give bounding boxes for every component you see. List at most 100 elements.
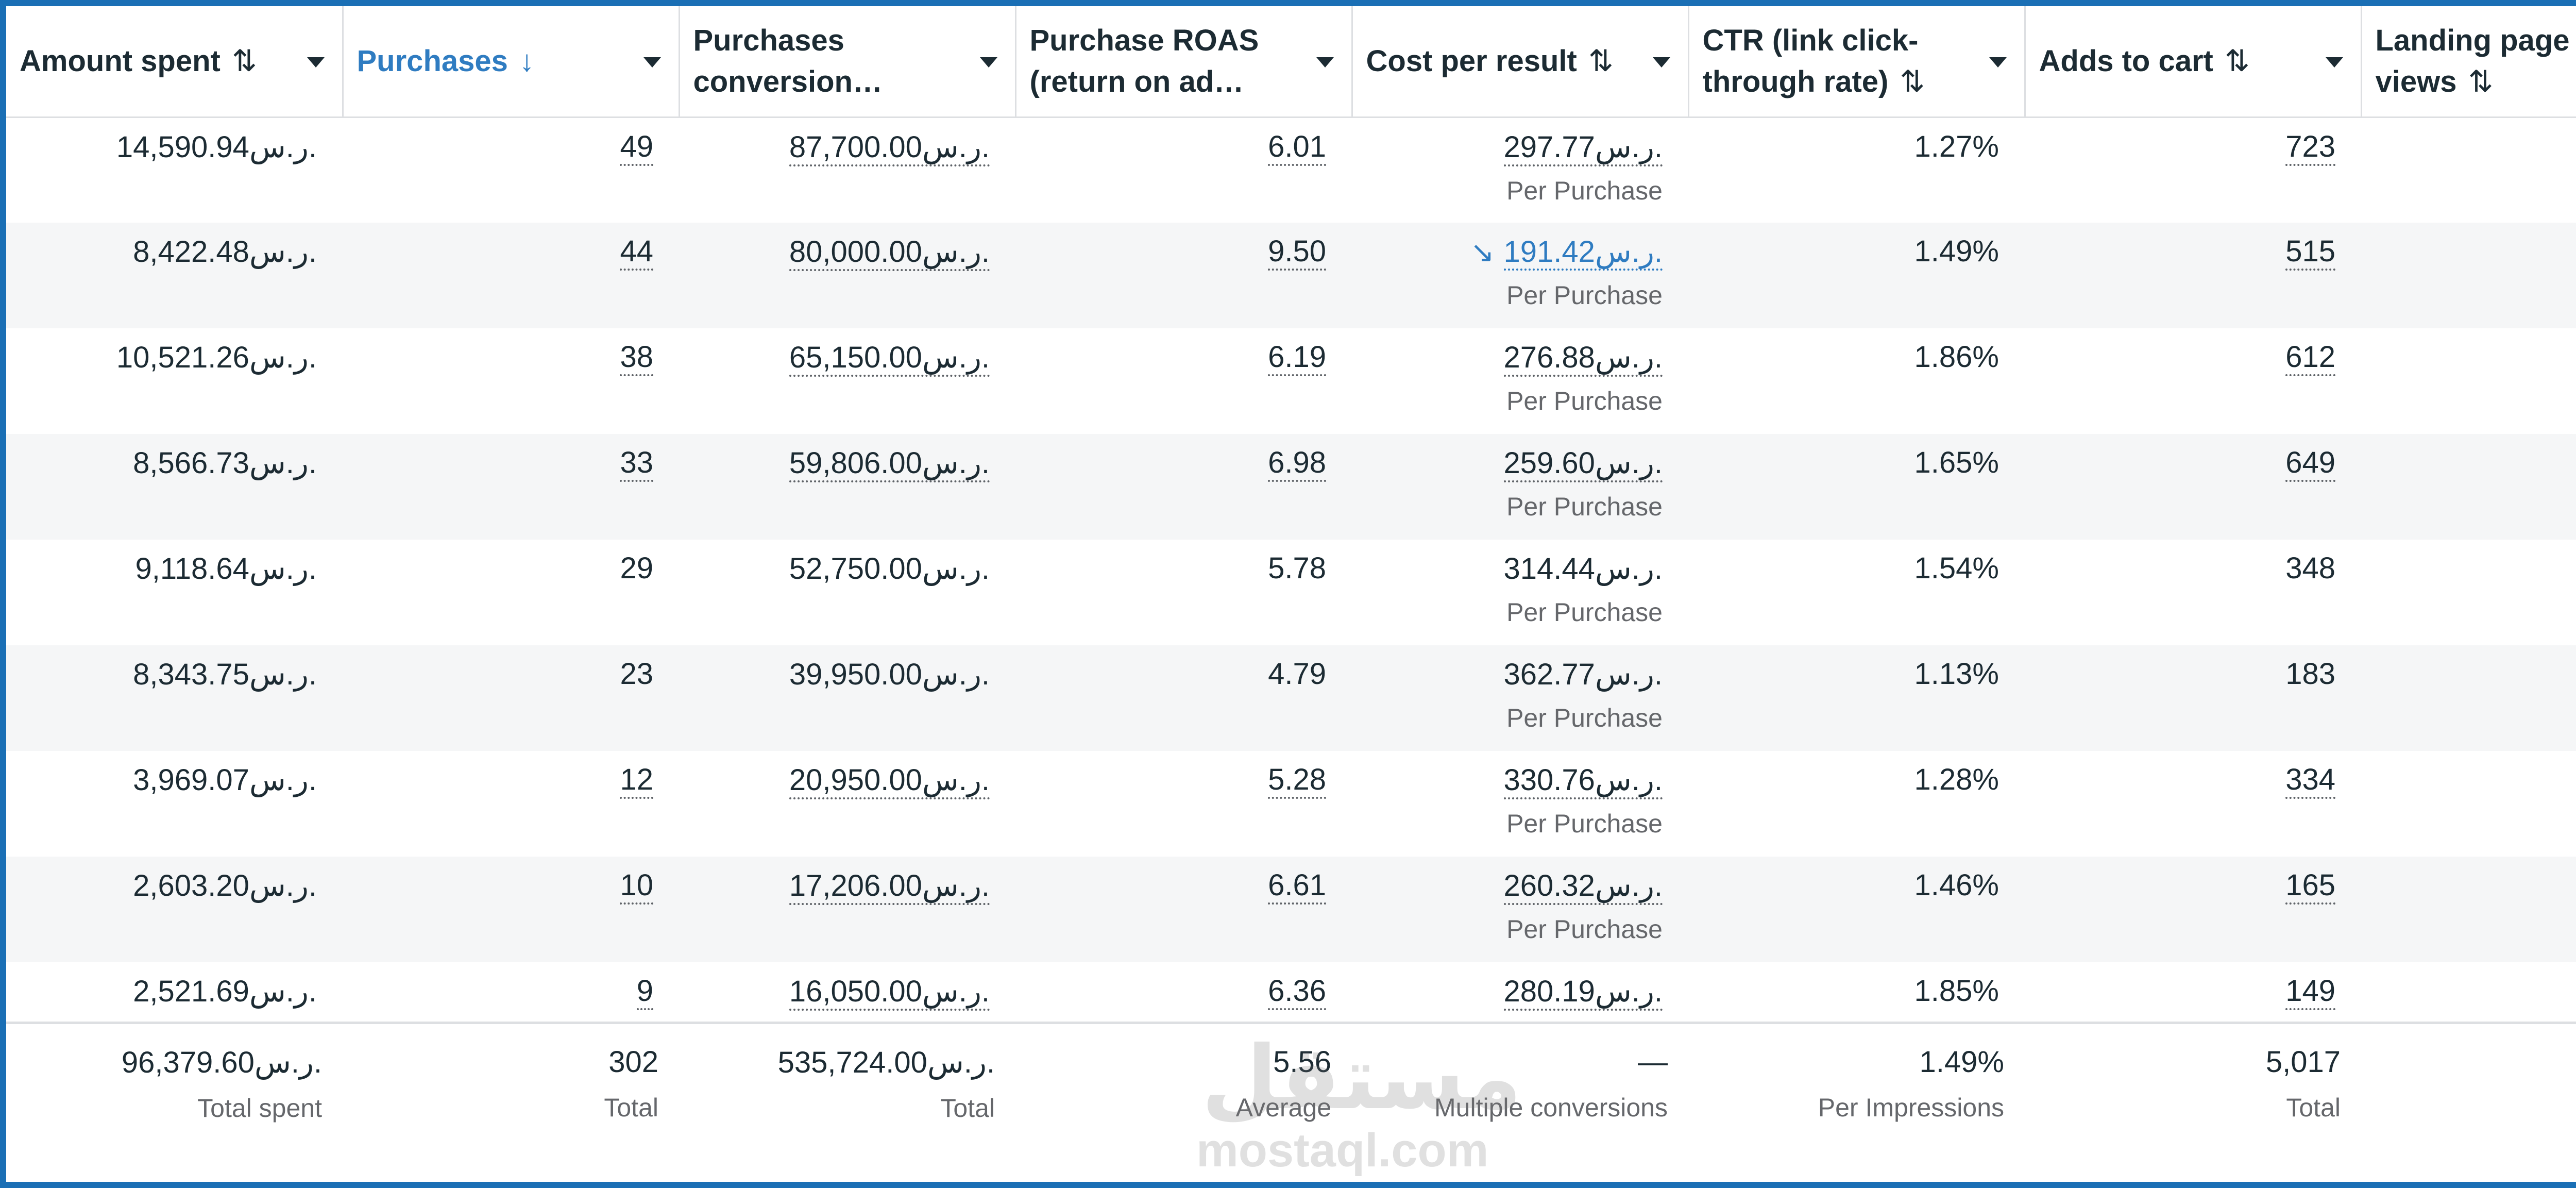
- cell-value[interactable]: 12: [620, 763, 653, 799]
- sort-icon[interactable]: ⇅: [1900, 64, 1925, 98]
- cell-value[interactable]: 33: [620, 446, 653, 482]
- cell-value: 2,603.20ر.س.: [133, 869, 317, 902]
- cell-conv: 52,750.00ر.س.: [679, 540, 1015, 645]
- sort-icon[interactable]: ⇅: [231, 44, 257, 78]
- table-row[interactable]: 10,521.26ر.س. 38 65,150.00ر.س. 6.19 276.88ر.…: [6, 328, 2576, 434]
- cell-value[interactable]: 6.36: [1268, 974, 1326, 1010]
- cell-cpr: 259.60ر.س. Per Purchase: [1352, 434, 1688, 540]
- cell-value[interactable]: 330.76ر.س.: [1503, 763, 1663, 799]
- cell-value[interactable]: 276.88ر.س.: [1503, 341, 1663, 377]
- cell-roas: 5.28: [1015, 751, 1352, 857]
- cell-spent: 3,969.07ر.س.: [6, 751, 343, 857]
- column-header[interactable]: Amount spent ⇅: [6, 6, 344, 118]
- cell-value[interactable]: 649: [2285, 446, 2335, 482]
- cell-value[interactable]: 87,700.00ر.س.: [789, 130, 990, 166]
- table-row[interactable]: 2,603.20ر.س. 10 17,206.00ر.س. 6.61 260.32ر.س…: [6, 857, 2576, 962]
- cell-value[interactable]: 20,950.00ر.س.: [789, 763, 990, 799]
- total-ctr: 1.49% Per Impressions: [1688, 1021, 2025, 1172]
- cell-roas: 5.78: [1015, 540, 1352, 645]
- column-header[interactable]: Purchases conversion…: [679, 6, 1016, 118]
- column-header[interactable]: Adds to cart ⇅: [2025, 6, 2362, 118]
- header-row: Amount spent ⇅ Purchases ↓ Purchases conve…: [6, 6, 2576, 118]
- column-label-text: Amount spent: [20, 44, 221, 78]
- cell-atc: 649: [2025, 434, 2361, 540]
- cell-value[interactable]: 17,206.00ر.س.: [789, 869, 990, 905]
- cell-value[interactable]: 38: [620, 340, 653, 376]
- total-label: Total: [940, 1093, 995, 1123]
- cell-atc: 183: [2025, 645, 2361, 751]
- column-menu-caret-icon[interactable]: [2325, 57, 2343, 68]
- column-header[interactable]: CTR (link click-through rate) ⇅: [1688, 6, 2026, 118]
- cell-value[interactable]: 259.60ر.س.: [1503, 446, 1663, 482]
- cell-value[interactable]: 9.50: [1268, 235, 1326, 271]
- table-row[interactable]: 8,343.75ر.س. 23 39,950.00ر.س. 4.79 362.77ر.س…: [6, 645, 2576, 751]
- table-row[interactable]: 14,590.94ر.س. 49 87,700.00ر.س. 6.01 297.77ر.…: [6, 117, 2576, 223]
- total-value: 302: [608, 1045, 658, 1079]
- column-menu-caret-icon[interactable]: [1316, 57, 1334, 68]
- column-header-label: Purchases ↓: [357, 41, 637, 82]
- table-row[interactable]: 9,118.64ر.س. 29 52,750.00ر.س. 5.78 314.44ر.س…: [6, 540, 2576, 645]
- cell-value[interactable]: 6.61: [1268, 868, 1326, 905]
- cell-ctr: 1.86%: [1688, 328, 2025, 434]
- table-row[interactable]: 2,521.69ر.س. 9 16,050.00ر.س. 6.36 280.19ر.س.…: [6, 962, 2576, 1023]
- table-row[interactable]: 3,969.07ر.س. 12 20,950.00ر.س. 5.28 330.76ر.س…: [6, 751, 2576, 857]
- sort-icon[interactable]: ⇅: [2468, 64, 2494, 98]
- column-menu-caret-icon[interactable]: [643, 57, 661, 68]
- cell-cpr: 330.76ر.س. Per Purchase: [1352, 751, 1688, 857]
- column-header-label: Cost per result ⇅: [1366, 41, 1647, 82]
- cell-value[interactable]: 280.19ر.س.: [1503, 975, 1663, 1011]
- cell-value[interactable]: 65,150.00ر.س.: [789, 341, 990, 377]
- cell-value[interactable]: 6.19: [1268, 340, 1326, 376]
- cell-ctr: 1.49%: [1688, 223, 2025, 328]
- column-header[interactable]: Purchases ↓: [343, 6, 680, 118]
- cell-roas: 6.98: [1015, 434, 1352, 540]
- cell-value[interactable]: 515: [2285, 235, 2335, 271]
- column-menu-caret-icon[interactable]: [1652, 57, 1670, 68]
- cell-value[interactable]: 165: [2285, 868, 2335, 905]
- column-menu-caret-icon[interactable]: [979, 57, 997, 68]
- cell-ctr: 1.28%: [1688, 751, 2025, 857]
- table-row[interactable]: 8,422.48ر.س. 44 80,000.00ر.س. 9.50 ↘ 191.42ر.…: [6, 223, 2576, 328]
- total-label: Per Impressions: [1818, 1093, 2004, 1122]
- cost-per-result-subtitle: Per Purchase: [1506, 598, 1663, 627]
- cell-value: 1.27%: [1914, 129, 1999, 163]
- cell-value: 10,521.26ر.س.: [116, 341, 317, 374]
- column-header[interactable]: Landing page views ⇅: [2361, 6, 2576, 118]
- cell-value[interactable]: 9: [636, 974, 653, 1010]
- cell-lpv: 685: [2361, 962, 2576, 1023]
- column-menu-caret-icon[interactable]: [307, 57, 325, 68]
- cell-value[interactable]: 80,000.00ر.س.: [789, 235, 990, 271]
- cell-value[interactable]: 10: [620, 868, 653, 905]
- table-row[interactable]: 8,566.73ر.س. 33 59,806.00ر.س. 6.98 259.60ر.س…: [6, 434, 2576, 540]
- sort-icon[interactable]: ↓: [519, 44, 535, 78]
- column-header[interactable]: Cost per result ⇅: [1352, 6, 1689, 118]
- sort-icon[interactable]: ⇅: [1588, 44, 1614, 78]
- cell-value[interactable]: 49: [620, 129, 653, 166]
- cell-value[interactable]: 16,050.00ر.س.: [789, 975, 990, 1011]
- cell-value: 9,118.64ر.س.: [135, 552, 317, 585]
- column-menu-caret-icon[interactable]: [1989, 57, 2007, 68]
- cell-value: 1.86%: [1914, 340, 1999, 374]
- cell-value[interactable]: 6.01: [1268, 129, 1326, 166]
- cell-value[interactable]: 6.98: [1268, 446, 1326, 482]
- cell-value[interactable]: 723: [2285, 129, 2335, 166]
- cell-value[interactable]: 5.28: [1268, 763, 1326, 799]
- column-header[interactable]: Purchase ROAS (return on ad…: [1015, 6, 1353, 118]
- total-label: Multiple conversions: [1434, 1093, 1668, 1122]
- cell-value[interactable]: 59,806.00ر.س.: [789, 446, 990, 482]
- cell-value[interactable]: 334: [2285, 763, 2335, 799]
- cell-cpr: 314.44ر.س. Per Purchase: [1352, 540, 1688, 645]
- cell-value[interactable]: 149: [2285, 974, 2335, 1010]
- cell-lpv: 2,491: [2361, 223, 2576, 328]
- cell-value[interactable]: 260.32ر.س.: [1503, 869, 1663, 905]
- cell-purchases: 23: [343, 645, 679, 751]
- cell-value[interactable]: 612: [2285, 340, 2335, 376]
- sort-icon[interactable]: ⇅: [2225, 44, 2250, 78]
- column-header-label: Purchase ROAS (return on ad…: [1030, 20, 1310, 103]
- column-label-text: Purchases: [357, 44, 508, 78]
- cell-value: 1.65%: [1914, 446, 1999, 479]
- cell-value[interactable]: 191.42ر.س.: [1503, 235, 1663, 271]
- cell-value[interactable]: 297.77ر.س.: [1503, 130, 1663, 166]
- cell-value: 1.13%: [1914, 657, 1999, 691]
- cell-value[interactable]: 44: [620, 235, 653, 271]
